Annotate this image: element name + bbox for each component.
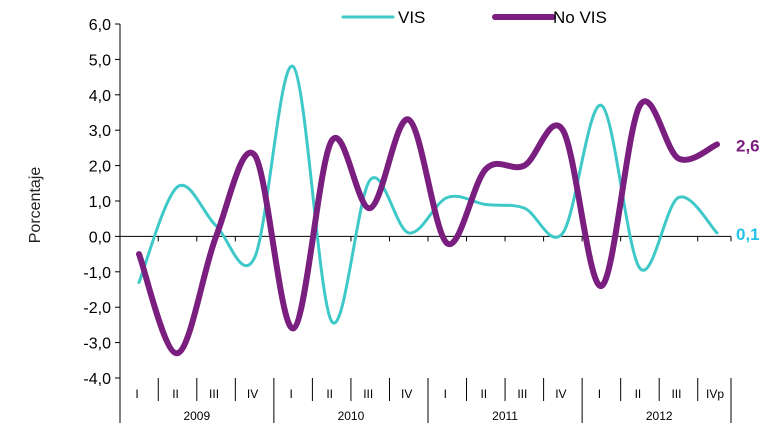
quarter-label: IV	[247, 387, 258, 401]
quarter-label: IV	[555, 387, 566, 401]
quarter-label: II	[635, 387, 642, 401]
legend-label: No VIS	[553, 8, 607, 27]
year-label: 2012	[646, 409, 673, 423]
series-line-no-vis	[136, 98, 720, 357]
series-line-vis	[137, 64, 719, 325]
year-label: 2010	[338, 409, 365, 423]
y-tick-label: -1,0	[83, 265, 111, 282]
quarter-label: II	[326, 387, 333, 401]
legend: VIS No VIS	[341, 8, 607, 27]
quarter-label: IVp	[706, 387, 724, 401]
year-label: 2011	[492, 409, 518, 423]
y-tick-label: 4,0	[89, 88, 111, 105]
quarter-label: III	[363, 387, 373, 401]
y-tick-label: 5,0	[89, 52, 111, 69]
end-labels: 2,6 0,1	[736, 136, 760, 244]
y-tick-label: 2,0	[89, 159, 111, 176]
y-tick-label: -3,0	[83, 336, 111, 353]
y-axis-title: Porcentaje	[27, 167, 44, 244]
end-value-label: 0,1	[736, 225, 760, 244]
end-value-label: 2,6	[736, 136, 760, 155]
quarter-label: III	[671, 387, 681, 401]
quarter-label: II	[480, 387, 487, 401]
quarter-label: I	[598, 387, 601, 401]
y-axis: -4,0 -3,0 -2,0 -1,0 0,0 1,0 2,0 3,0 4,0 5,0 6,0	[83, 17, 121, 388]
quarter-label: I	[135, 387, 138, 401]
y-tick-label: -4,0	[83, 371, 111, 388]
quarter-label: III	[209, 387, 219, 401]
quarter-label: IV	[401, 387, 412, 401]
year-label: 2009	[183, 409, 210, 423]
quarter-label: I	[289, 387, 292, 401]
y-tick-label: 0,0	[89, 229, 111, 246]
y-tick-label: 1,0	[89, 194, 111, 211]
quarter-label: III	[517, 387, 527, 401]
quarter-label: II	[172, 387, 179, 401]
series-lines	[136, 64, 720, 357]
quarter-label: I	[444, 387, 447, 401]
y-tick-label: 6,0	[89, 17, 111, 34]
legend-label: VIS	[398, 8, 425, 27]
y-tick-label: 3,0	[89, 123, 111, 140]
y-tick-label: -2,0	[83, 300, 111, 317]
